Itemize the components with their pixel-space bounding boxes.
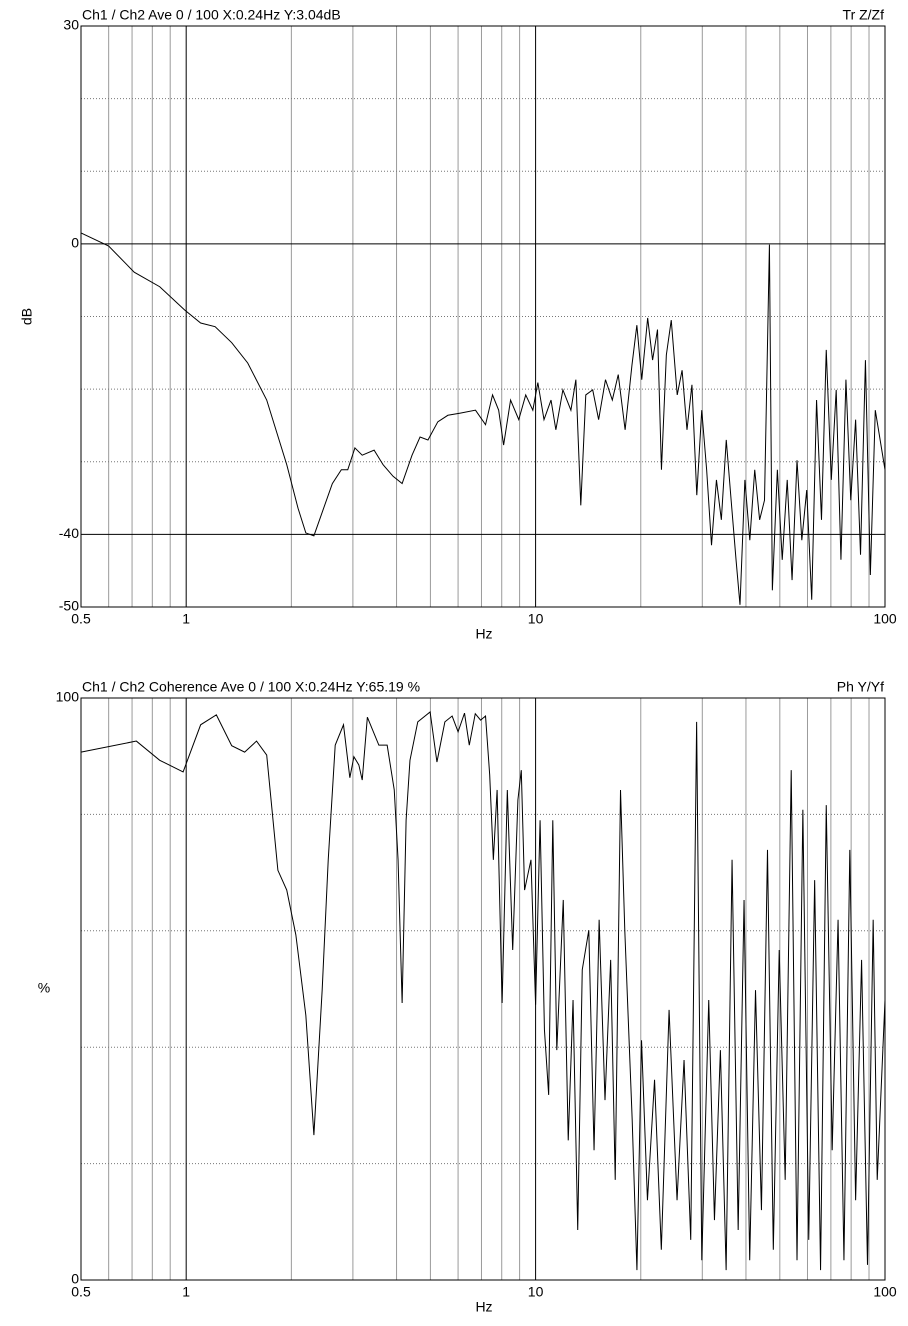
- chart-title-right: Tr Z/Zf: [843, 7, 885, 23]
- data-line: [80, 232, 886, 605]
- y-axis-label: %: [38, 980, 50, 996]
- y-tick-label: 100: [56, 689, 80, 705]
- chart-title: Ch1 / Ch2 Coherence Ave 0 / 100 X:0.24Hz…: [82, 679, 420, 695]
- plot-border: [80, 697, 886, 1281]
- y-tick-label: -50: [59, 598, 79, 614]
- x-axis-label: Hz: [475, 1299, 492, 1315]
- x-tick-label: 10: [528, 611, 544, 627]
- x-tick-label: 1: [182, 1284, 190, 1300]
- y-tick-label: -40: [59, 525, 79, 541]
- chart-title-right: Ph Y/Yf: [837, 679, 884, 695]
- chart-title: Ch1 / Ch2 Ave 0 / 100 X:0.24Hz Y:3.04dB: [82, 7, 341, 23]
- data-line: [80, 711, 886, 1271]
- y-tick-label: 30: [63, 17, 79, 33]
- x-tick-label: 0.5: [71, 611, 91, 627]
- x-tick-label: 100: [873, 611, 897, 627]
- x-tick-label: 100: [873, 1284, 897, 1300]
- plot-border: [80, 25, 886, 608]
- x-tick-label: 0.5: [71, 1284, 91, 1300]
- y-axis-label: dB: [19, 308, 35, 325]
- x-tick-label: 10: [528, 1284, 544, 1300]
- x-axis-label: Hz: [475, 626, 492, 642]
- x-tick-label: 1: [182, 611, 190, 627]
- y-tick-label: 0: [71, 235, 79, 251]
- y-tick-label: 0: [71, 1271, 79, 1287]
